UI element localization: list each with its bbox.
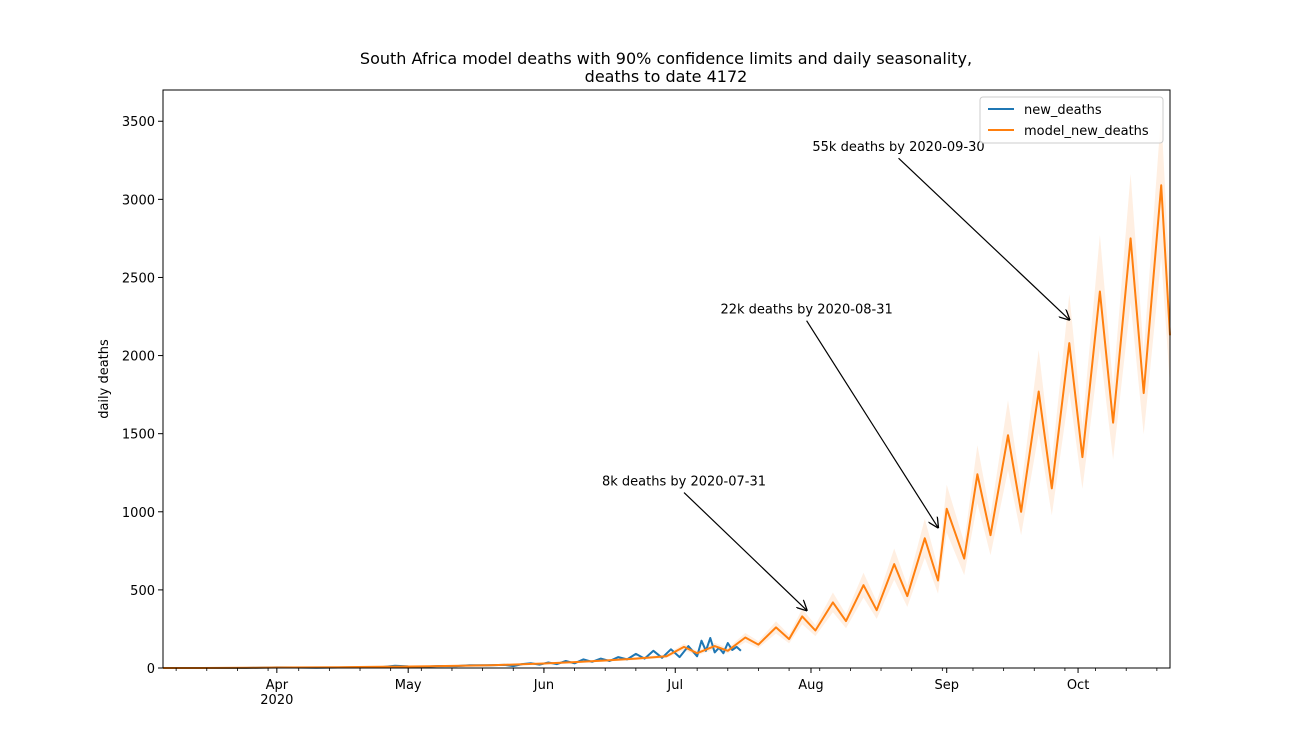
annotation-arrow: [898, 157, 1070, 319]
y-axis: 0 500 1000 1500 2000 2500 3000 3500: [122, 115, 163, 677]
x-tick-label: Oct: [1067, 678, 1089, 693]
legend-label-new-deaths: new_deaths: [1024, 103, 1102, 118]
annotation-arrow: [683, 492, 807, 611]
x-tick-label: Sep: [934, 678, 959, 693]
y-axis-label: daily deaths: [97, 339, 112, 419]
y-tick-label: 1000: [122, 506, 155, 521]
x-tick-label: May: [395, 678, 422, 693]
x-tick-sublabel: 2020: [260, 693, 293, 708]
legend-box: [979, 96, 1164, 144]
x-tick-label: Apr: [266, 678, 289, 693]
y-tick-label: 3500: [122, 115, 155, 130]
y-tick-label: 1500: [122, 428, 155, 443]
chart-title-line-1: South Africa model deaths with 90% confi…: [360, 49, 972, 68]
confidence-band: [163, 112, 1170, 668]
legend-label-model-new-deaths: model_new_deaths: [1024, 124, 1149, 139]
chart-title-line-2: deaths to date 4172: [585, 67, 748, 86]
annotation-text: 22k deaths by 2020-08-31: [720, 303, 892, 318]
y-tick-label: 0: [147, 662, 155, 677]
y-tick-label: 2500: [122, 271, 155, 286]
y-tick-label: 2000: [122, 350, 155, 365]
y-tick-label: 3000: [122, 193, 155, 208]
series-layer: [163, 184, 1171, 669]
x-tick-label: Jun: [533, 678, 554, 693]
x-tick-label: Aug: [798, 678, 823, 693]
legend: new_deaths model_new_deaths: [979, 96, 1164, 144]
series-line-new-deaths: [163, 637, 742, 669]
annotations: 8k deaths by 2020-07-31 22k deaths by 202…: [602, 140, 1069, 610]
series-line-model-new-deaths: [163, 184, 1171, 669]
y-tick-label: 500: [130, 584, 155, 599]
confidence-band-layer: [163, 112, 1170, 668]
annotation-arrow: [806, 320, 938, 528]
annotation-text: 8k deaths by 2020-07-31: [602, 475, 766, 490]
x-tick-label: Jul: [666, 678, 683, 693]
plot-frame: [162, 89, 1171, 669]
annotation-text: 55k deaths by 2020-09-30: [812, 140, 984, 155]
